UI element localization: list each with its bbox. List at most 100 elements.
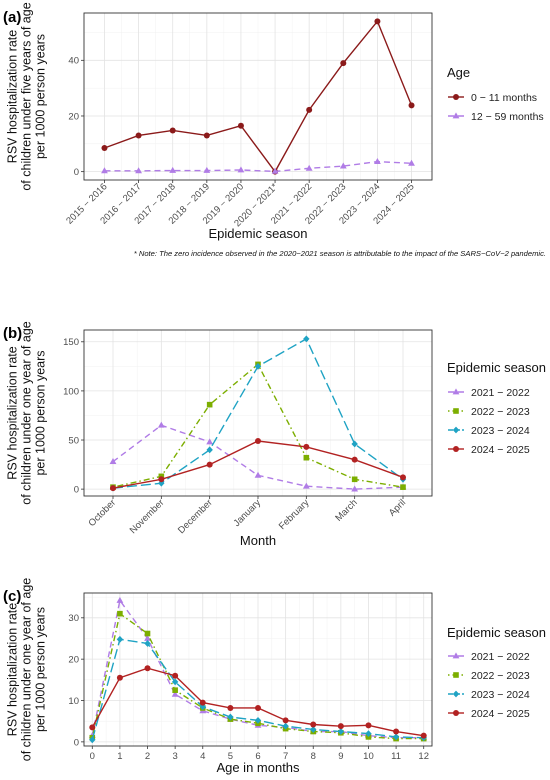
data-point [144,640,151,647]
data-point [374,18,381,25]
y-tick-label: 150 [63,337,79,348]
data-point [144,630,151,637]
y-axis-label: per 1000 person years [33,350,47,475]
x-tick-label: November [128,497,167,536]
data-point [203,166,211,173]
legend-label: 2022 − 2023 [471,406,530,418]
data-point [135,167,142,174]
legend-entry: 2022 − 2023 [448,670,530,682]
legend: Epidemic season 2021 − 2022 2022 − 2023 202… [447,360,546,456]
panel-label: (b) [3,325,22,342]
data-point [339,162,347,169]
y-axis-label: of children under one year of age [19,578,33,762]
panel-label: (a) [3,9,21,26]
data-point [374,158,381,165]
data-point [282,722,289,730]
legend-entry: 2024 − 2025 [448,444,530,456]
y-tick-label: 20 [68,655,79,666]
x-axis-label: Age in months [216,760,300,775]
data-point [206,461,213,468]
data-point [237,166,245,173]
data-point [172,672,179,679]
data-point [227,704,234,711]
y-tick-label: 50 [68,435,79,446]
data-point [408,102,415,109]
y-axis-label: per 1000 person years [33,34,47,159]
data-point [89,736,96,744]
data-point [144,665,151,672]
x-tick-label: 7 [283,751,288,762]
y-axis-label: RSV hospitalization rate [5,30,19,163]
x-tick-label: 5 [228,751,233,762]
legend-entry: 2024 − 2025 [448,708,530,720]
data-point [116,635,124,643]
legend-entry: 2023 − 2024 [448,425,530,437]
data-point [171,678,179,686]
data-point [116,674,123,681]
legend-swatch-marker [452,652,460,659]
x-tick-label: February [277,497,312,532]
legend: Epidemic season 2021 − 2022 2022 − 2023 202… [447,625,546,720]
legend-label: 2021 − 2022 [471,651,530,663]
data-point [337,723,344,730]
y-tick-label: 10 [68,696,79,707]
legend-title: Epidemic season [447,360,546,375]
data-point [310,726,317,733]
data-point [89,724,96,731]
y-axis-label: of children under five years of age [19,2,33,190]
plot-frame [83,592,433,747]
data-point [305,164,313,171]
data-point [351,456,358,463]
y-tick-label: 20 [68,111,79,122]
y-tick-label: 30 [68,613,79,624]
x-tick-label: March [333,497,359,523]
data-point [282,717,289,724]
y-tick-label: 0 [74,167,79,178]
data-point [351,485,359,492]
data-point [392,733,400,741]
data-point [172,687,178,693]
data-point [303,454,310,461]
data-point [158,476,165,483]
data-point [400,474,406,481]
y-tick-label: 100 [63,386,79,397]
legend-swatch-marker [453,94,459,100]
data-point [255,704,261,711]
legend-label: 2023 − 2024 [471,425,530,437]
series-3 [89,635,427,744]
data-point [157,421,165,428]
series-line [104,19,413,173]
chart-panel-2: (b) 0 50 100 150 October November December Janua… [3,321,546,548]
y-axis-label: per 1000 person years [33,607,47,732]
x-axis-label: Epidemic season [209,226,308,241]
data-point [303,335,310,343]
legend-entry: 2023 − 2024 [448,689,530,701]
legend-swatch-marker [453,672,459,678]
x-tick-label: January [231,497,263,529]
data-point [302,482,310,489]
legend-label: 12 − 59 months [471,111,544,123]
data-point [254,362,262,370]
panel-label: (c) [3,588,21,605]
legend-swatch-marker [452,388,460,395]
data-point [169,127,176,134]
legend-swatch-marker [453,408,459,414]
x-tick-label: 8 [311,751,316,762]
data-point [206,446,213,454]
data-point [400,484,406,490]
legend-title: Epidemic season [447,625,546,640]
data-point [206,401,213,408]
series-4 [110,437,406,492]
plot-frame [83,329,433,497]
data-point [237,122,244,129]
x-tick-label: 0 [90,751,95,762]
series-4 [89,665,427,739]
legend-swatch-marker [453,446,459,452]
footnote: * Note: The zero incidence observed in t… [134,249,546,258]
data-point [337,728,345,735]
data-point [254,716,262,724]
